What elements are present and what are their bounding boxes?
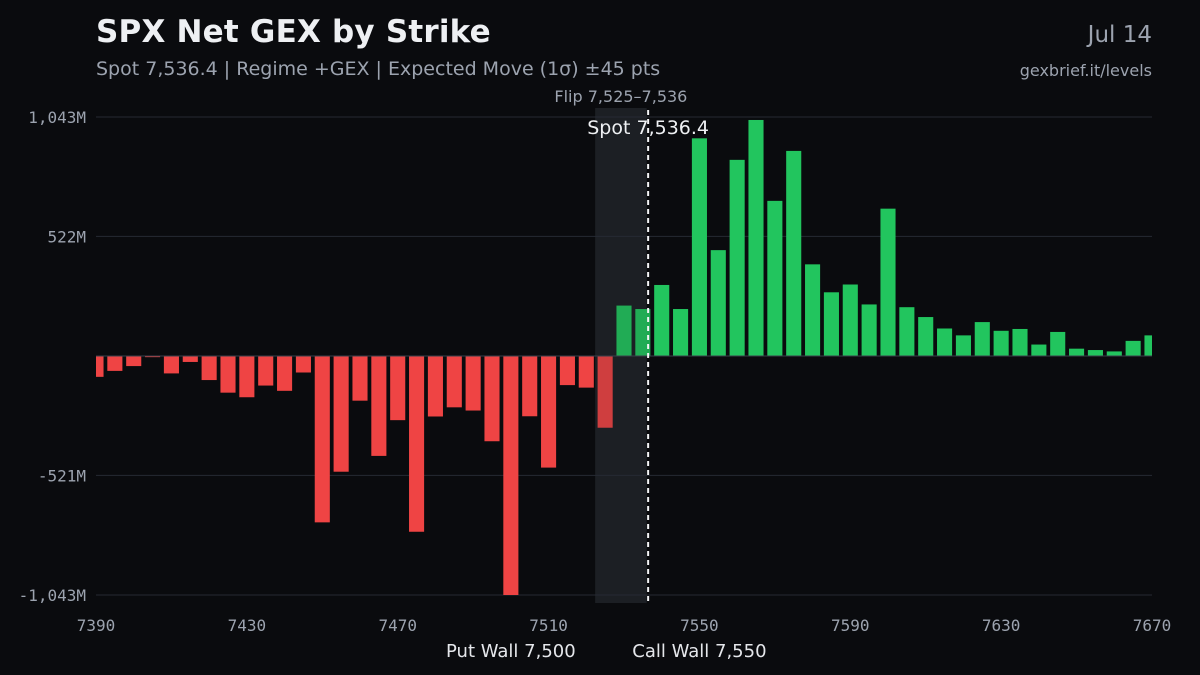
- bar-7540: [654, 284, 670, 356]
- chart-title: SPX Net GEX by Strike: [96, 14, 491, 50]
- bar-7620: [955, 335, 971, 356]
- wall-labels: Put Wall 7,500 Call Wall 7,550: [446, 641, 767, 662]
- bar-7455: [333, 356, 349, 472]
- x-tick-label: 7550: [680, 616, 719, 635]
- bar-7440: [277, 356, 293, 391]
- y-tick-label: 522M: [47, 227, 86, 246]
- bar-7510: [541, 356, 557, 468]
- y-tick-label: 1,043M: [28, 108, 86, 127]
- bar-7530: [616, 305, 632, 356]
- bar-7485: [446, 356, 462, 408]
- bar-7570: [767, 200, 783, 356]
- y-tick-label: -521M: [38, 466, 86, 485]
- x-tick-label: 7630: [982, 616, 1021, 635]
- x-tick-label: 7670: [1133, 616, 1172, 635]
- bar-7460: [352, 356, 368, 401]
- bar-7520: [578, 356, 594, 388]
- bar-7525: [597, 356, 613, 428]
- bar-7420: [201, 356, 217, 381]
- wall-label: Call Wall 7,550: [632, 641, 766, 662]
- bar-7430: [239, 356, 255, 398]
- spot-label: Spot 7,536.4: [587, 117, 709, 139]
- bar-7585: [823, 292, 839, 356]
- bar-7500: [503, 356, 519, 595]
- bars: [96, 119, 1152, 595]
- wall-label: Put Wall 7,500: [446, 641, 576, 662]
- x-tick-label: 7390: [77, 616, 116, 635]
- bar-7445: [295, 356, 311, 373]
- bar-7425: [220, 356, 236, 393]
- bar-7670: [1144, 335, 1152, 356]
- bar-7645: [1050, 331, 1066, 356]
- bar-7545: [673, 309, 689, 356]
- x-tick-label: 7510: [529, 616, 568, 635]
- bar-7560: [729, 159, 745, 356]
- bar-7465: [371, 356, 387, 456]
- x-tick-label: 7430: [228, 616, 267, 635]
- bar-7615: [937, 328, 953, 356]
- bar-7480: [427, 356, 443, 417]
- x-tick-label: 7470: [378, 616, 417, 635]
- chart-subtitle: Spot 7,536.4 | Regime +GEX | Expected Mo…: [96, 58, 661, 80]
- bar-7665: [1125, 340, 1141, 356]
- bar-7505: [522, 356, 538, 417]
- bar-7495: [484, 356, 500, 442]
- bar-7635: [1012, 328, 1028, 356]
- bar-7630: [993, 330, 1009, 356]
- bar-7415: [182, 356, 198, 362]
- bar-7555: [710, 250, 726, 356]
- bar-7535: [635, 309, 651, 356]
- bar-7395: [107, 356, 123, 371]
- bar-7450: [314, 356, 330, 523]
- bar-7590: [842, 284, 858, 356]
- y-tick-label: -1,043M: [19, 586, 86, 605]
- bar-7490: [465, 356, 481, 411]
- bar-7565: [748, 119, 764, 356]
- bar-7580: [805, 264, 821, 356]
- source-link[interactable]: gexbrief.it/levels: [1019, 61, 1152, 80]
- bar-7475: [409, 356, 425, 532]
- bar-7610: [918, 317, 934, 356]
- bar-7605: [899, 307, 915, 356]
- bar-7435: [258, 356, 274, 386]
- bar-7405: [145, 356, 161, 358]
- overlays: Spot 7,536.4 Flip 7,525–7,536: [96, 87, 1152, 603]
- bar-7600: [880, 208, 896, 356]
- gridlines: [96, 116, 1152, 596]
- date-label: Jul 14: [1087, 22, 1152, 48]
- bar-7470: [390, 356, 406, 421]
- bar-7650: [1069, 348, 1085, 356]
- bar-7595: [861, 304, 877, 356]
- bar-7640: [1031, 344, 1047, 356]
- bar-7410: [163, 356, 179, 374]
- bar-7660: [1106, 351, 1122, 356]
- x-tick-label: 7590: [831, 616, 870, 635]
- x-axis-ticks: 7390 7430 7470 7510 7550 7590 7630 7670: [77, 616, 1172, 635]
- y-axis-ticks: 1,043M 522M -521M -1,043M: [19, 108, 86, 605]
- flip-zone-label: Flip 7,525–7,536: [554, 87, 687, 106]
- bar-7515: [559, 356, 575, 386]
- bar-7655: [1087, 350, 1103, 356]
- bar-7550: [691, 138, 707, 356]
- bar-7625: [974, 322, 990, 356]
- bar-7575: [786, 150, 802, 356]
- bar-7390: [96, 356, 104, 377]
- bar-7400: [126, 356, 142, 367]
